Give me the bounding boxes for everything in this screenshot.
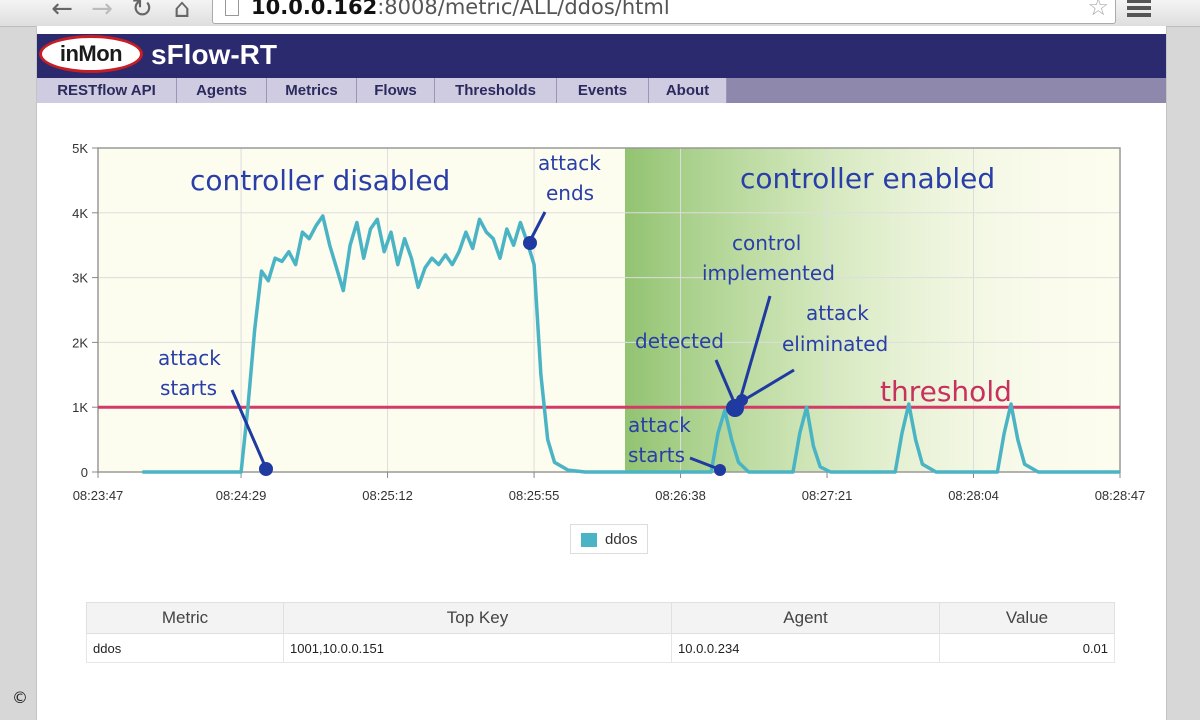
attack-ends-label-2: ends [546, 181, 594, 205]
app-header: inMon sFlow-RT [37, 34, 1166, 78]
bookmark-star-icon[interactable]: ☆ [1087, 0, 1109, 21]
threshold-label: threshold [880, 375, 1012, 408]
app-title: sFlow-RT [151, 39, 277, 70]
tab-about[interactable]: About [649, 78, 727, 103]
y-tick-label: 0 [81, 465, 88, 480]
axis-ticks: 0 1K 2K 3K 4K 5K 08:23:47 08:24:29 08:25:12 08:25… [72, 141, 1145, 503]
header-top-key[interactable]: Top Key [283, 602, 672, 634]
y-tick-label: 1K [72, 400, 88, 415]
tab-events[interactable]: Events [557, 78, 649, 103]
x-tick-label: 08:28:04 [948, 488, 999, 503]
nav-bar: RESTflow API Agents Metrics Flows Thresh… [37, 78, 1166, 103]
address-bar[interactable]: 10.0.0.162:8008/metric/ALL/ddos/html ☆ [212, 0, 1116, 24]
metric-table: Metric Top Key Agent Value ddos 1001,10.… [86, 602, 1115, 663]
inmon-logo[interactable]: inMon [39, 35, 143, 73]
attack-starts-label-1: attack [158, 346, 221, 370]
controller-enabled-label: controller enabled [740, 162, 995, 195]
ddos-chart: 0 1K 2K 3K 4K 5K 08:23:47 08:24:29 08:25:12 08:25… [72, 141, 1145, 503]
cell-agent: 10.0.0.234 [671, 633, 940, 663]
legend-swatch-ddos [581, 533, 597, 547]
attack-starts-2-label-2: starts [628, 443, 685, 467]
attack-starts-label-2: starts [160, 376, 217, 400]
table-row[interactable]: ddos 1001,10.0.0.151 10.0.0.234 0.01 [86, 633, 1115, 663]
control-implemented-label-2: implemented [702, 261, 835, 285]
table-header-row: Metric Top Key Agent Value [86, 602, 1115, 634]
attack-ends-marker [523, 236, 537, 250]
home-icon[interactable]: ⌂ [173, 0, 191, 24]
url-text: 10.0.0.162:8008/metric/ALL/ddos/html [251, 0, 670, 19]
tab-metrics[interactable]: Metrics [267, 78, 357, 103]
controller-disabled-label: controller disabled [190, 164, 450, 197]
x-tick-label: 08:23:47 [73, 488, 124, 503]
y-tick-label: 5K [72, 141, 88, 156]
x-tick-label: 08:25:12 [362, 488, 413, 503]
attack-starts-marker [259, 462, 273, 476]
cell-top-key: 1001,10.0.0.151 [283, 633, 672, 663]
x-tick-label: 08:28:47 [1095, 488, 1146, 503]
y-tick-label: 3K [72, 271, 88, 286]
back-icon[interactable]: ← [51, 0, 73, 24]
ddos-series-line [142, 214, 1120, 474]
url-host: 10.0.0.162 [251, 0, 378, 19]
control-implemented-label-1: control [732, 231, 801, 255]
forward-icon[interactable]: → [91, 0, 113, 24]
header-value[interactable]: Value [939, 602, 1115, 634]
copyright-mark: © [12, 688, 28, 707]
page-icon [225, 0, 239, 16]
legend-label-ddos: ddos [605, 531, 638, 548]
menu-icon[interactable] [1127, 0, 1151, 20]
tab-agents[interactable]: Agents [177, 78, 267, 103]
x-tick-label: 08:25:55 [509, 488, 560, 503]
cell-value: 0.01 [939, 633, 1115, 663]
y-tick-label: 2K [72, 335, 88, 350]
x-tick-label: 08:24:29 [216, 488, 267, 503]
attack-ends-label-1: attack [538, 151, 601, 175]
controller-enabled-zone [625, 148, 1120, 472]
detected-label: detected [635, 329, 724, 353]
chart-legend: ddos [570, 524, 648, 554]
attack-starts-arrow [230, 389, 267, 467]
tab-thresholds[interactable]: Thresholds [435, 78, 557, 103]
attack-eliminated-arrow [743, 368, 795, 402]
tab-restflow-api[interactable]: RESTflow API [37, 78, 177, 103]
detected-arrow [714, 359, 736, 403]
attack-ends-arrow [528, 211, 547, 242]
cell-metric: ddos [86, 633, 284, 663]
url-path: :8008/metric/ALL/ddos/html [377, 0, 670, 19]
control-implemented-arrow [738, 295, 772, 401]
x-tick-label: 08:26:38 [655, 488, 706, 503]
header-metric[interactable]: Metric [86, 602, 284, 634]
reload-icon[interactable]: ↻ [131, 0, 153, 24]
tab-flows[interactable]: Flows [357, 78, 435, 103]
attack-starts-2-arrow [689, 456, 717, 470]
attack-starts-2-marker [714, 464, 726, 476]
header-agent[interactable]: Agent [671, 602, 940, 634]
browser-toolbar: ← → ↻ ⌂ 10.0.0.162:8008/metric/ALL/ddos/… [0, 0, 1200, 27]
attack-eliminated-label-1: attack [806, 301, 869, 325]
attack-eliminated-label-2: eliminated [782, 332, 888, 356]
x-tick-label: 08:27:21 [802, 488, 853, 503]
attack-starts-2-label-1: attack [628, 413, 691, 437]
y-tick-label: 4K [72, 206, 88, 221]
eliminated-marker [736, 394, 748, 406]
